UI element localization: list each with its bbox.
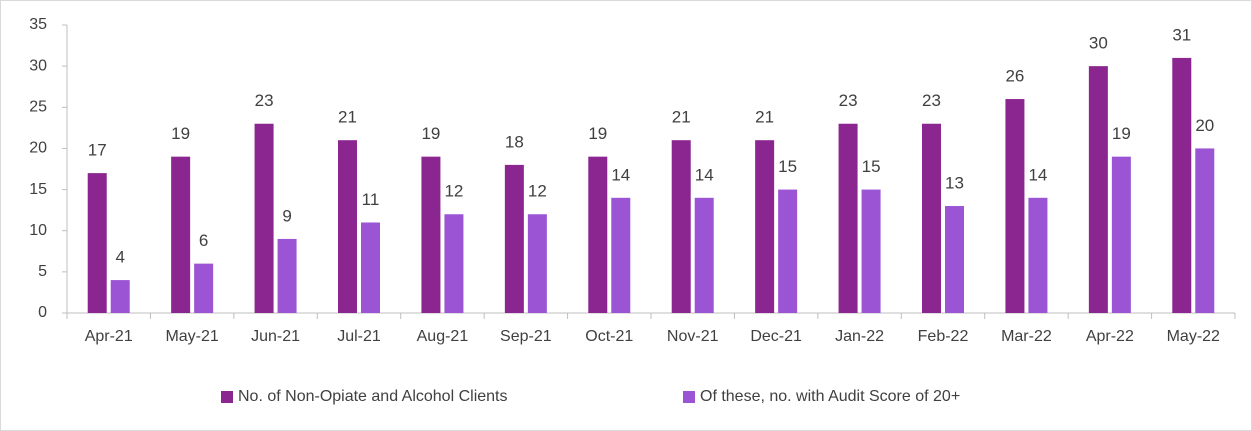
bar: [778, 189, 798, 313]
value-label: 14: [611, 165, 630, 184]
x-tick-label: Mar-22: [1001, 328, 1052, 345]
bar: [361, 222, 380, 313]
bar: [671, 140, 691, 313]
bar: [504, 164, 524, 313]
bar: [87, 173, 107, 313]
value-label: 23: [255, 91, 274, 110]
value-label: 19: [588, 124, 607, 143]
y-tick-label: 15: [29, 181, 47, 198]
value-label: 6: [199, 231, 208, 250]
value-label: 17: [88, 141, 107, 160]
value-label: 15: [778, 157, 797, 176]
bar: [1028, 197, 1048, 313]
y-tick-label: 30: [29, 57, 47, 74]
bar: [588, 156, 608, 313]
bar: [338, 140, 357, 313]
value-label: 18: [505, 132, 524, 151]
x-tick-label: Apr-22: [1086, 328, 1134, 345]
legend-label: No. of Non-Opiate and Alcohol Clients: [238, 388, 507, 405]
value-label: 21: [672, 108, 691, 127]
x-tick-label: Jun-21: [251, 328, 300, 345]
bar: [277, 238, 297, 313]
x-tick-label: Jan-22: [835, 328, 884, 345]
bar: [110, 280, 130, 313]
bar: [1195, 148, 1215, 313]
legend-swatch: [221, 391, 233, 403]
value-label: 13: [945, 174, 964, 193]
value-label: 12: [444, 182, 463, 201]
bar: [171, 156, 191, 313]
bar: [421, 156, 441, 313]
bar: [755, 140, 775, 313]
value-label: 31: [1172, 25, 1191, 44]
value-label: 30: [1089, 34, 1108, 53]
bar: [1111, 156, 1131, 313]
y-tick-label: 35: [29, 16, 47, 33]
bar: [611, 197, 631, 313]
value-label: 15: [862, 157, 881, 176]
value-label: 19: [1112, 124, 1131, 143]
bar: [1088, 66, 1108, 314]
x-tick-label: May-21: [165, 328, 218, 345]
value-label: 14: [1028, 165, 1047, 184]
value-label: 12: [528, 182, 547, 201]
x-tick-label: Dec-21: [750, 328, 802, 345]
y-tick-label: 5: [38, 263, 47, 280]
bar: [861, 189, 881, 313]
bar: [694, 197, 714, 313]
value-label: 4: [115, 248, 124, 267]
x-tick-label: Aug-21: [417, 328, 469, 345]
y-tick-label: 25: [29, 99, 47, 116]
x-tick-label: Sep-21: [500, 328, 552, 345]
bar: [838, 123, 858, 313]
value-label: 26: [1005, 67, 1024, 86]
y-tick-label: 0: [38, 304, 47, 321]
bar: [444, 214, 464, 313]
legend-swatch: [683, 391, 695, 403]
value-label: 19: [171, 124, 190, 143]
bar: [1005, 99, 1025, 313]
bar: [254, 123, 274, 313]
bar: [527, 214, 547, 313]
x-tick-label: Feb-22: [918, 328, 969, 345]
value-label: 11: [362, 190, 380, 209]
y-tick-label: 10: [29, 222, 47, 239]
x-tick-label: Nov-21: [667, 328, 719, 345]
bar: [1172, 57, 1192, 313]
x-tick-label: Apr-21: [85, 328, 133, 345]
bar: [922, 123, 941, 313]
value-label: 21: [338, 108, 357, 127]
legend-label: Of these, no. with Audit Score of 20+: [700, 388, 960, 405]
value-label: 14: [695, 165, 714, 184]
x-tick-label: May-22: [1167, 328, 1220, 345]
y-tick-label: 20: [29, 140, 47, 157]
value-label: 23: [839, 91, 858, 110]
value-label: 19: [421, 124, 440, 143]
x-tick-label: Oct-21: [585, 328, 633, 345]
value-label: 9: [282, 206, 291, 225]
bar: [194, 263, 214, 313]
bar: [945, 206, 964, 313]
value-label: 21: [755, 108, 774, 127]
value-label: 23: [922, 91, 941, 110]
value-label: 20: [1195, 116, 1214, 135]
x-tick-label: Jul-21: [337, 328, 381, 345]
